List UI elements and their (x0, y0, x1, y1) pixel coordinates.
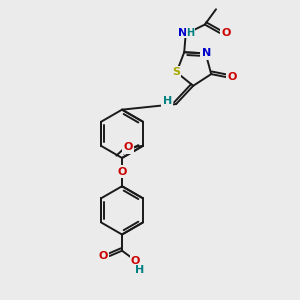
Text: O: O (221, 28, 231, 38)
Text: O: O (131, 256, 140, 266)
Text: H: H (135, 265, 144, 275)
Text: N: N (178, 28, 187, 38)
Text: O: O (117, 167, 127, 177)
Text: S: S (172, 67, 180, 77)
Text: H: H (163, 95, 172, 106)
Text: N: N (202, 48, 211, 59)
Text: O: O (98, 251, 108, 261)
Text: O: O (124, 142, 133, 152)
Text: O: O (228, 72, 237, 82)
Text: H: H (186, 28, 194, 38)
